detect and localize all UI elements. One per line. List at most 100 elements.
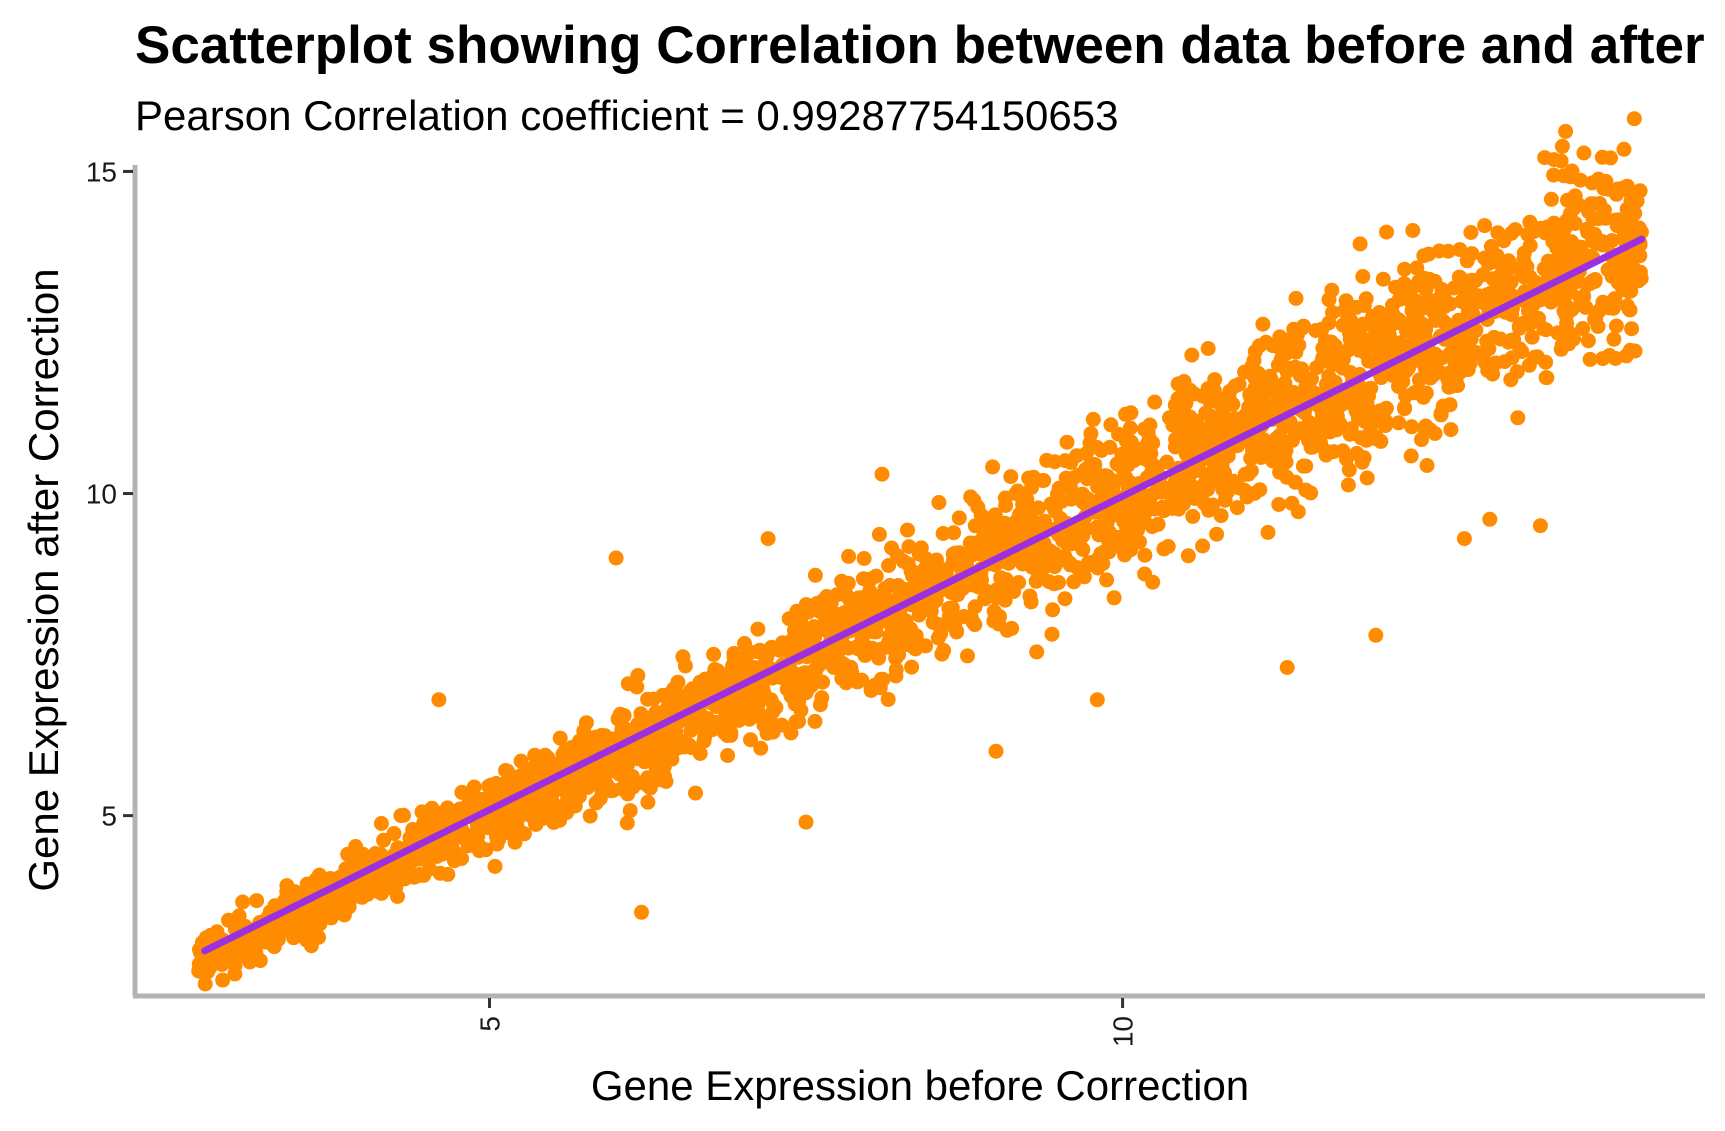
data-point: [1477, 218, 1493, 234]
data-point: [603, 783, 618, 799]
data-point: [1458, 356, 1474, 372]
data-point: [877, 581, 893, 597]
data-point: [1298, 370, 1314, 386]
data-point: [1036, 560, 1051, 576]
data-point: [765, 703, 781, 719]
data-point: [625, 779, 641, 795]
data-point: [1584, 273, 1600, 289]
data-point: [772, 642, 788, 658]
points-layer: [191, 111, 1649, 992]
data-point: [657, 768, 672, 784]
data-point: [1135, 503, 1151, 519]
data-point: [1406, 385, 1422, 401]
data-point: [881, 558, 897, 573]
data-point: [1391, 415, 1407, 431]
data-point: [826, 659, 842, 675]
data-point: [1003, 469, 1019, 485]
data-point: [727, 707, 743, 723]
data-point: [552, 730, 568, 746]
data-point: [471, 843, 487, 859]
data-point: [901, 539, 917, 555]
data-point: [1379, 224, 1394, 240]
data-point: [1503, 332, 1519, 348]
data-point: [440, 866, 456, 882]
data-point: [1507, 222, 1523, 238]
data-point: [1057, 591, 1073, 607]
data-point: [264, 936, 280, 952]
data-point: [1059, 553, 1075, 569]
data-point: [884, 540, 900, 556]
data-point: [1322, 424, 1338, 440]
data-point: [862, 583, 878, 599]
data-point: [318, 893, 334, 909]
data-point: [1215, 403, 1231, 419]
outlier-point: [760, 531, 776, 547]
y-tick-label: 10: [86, 479, 117, 510]
data-point: [1156, 503, 1172, 519]
data-point: [1388, 279, 1404, 295]
fit-layer: [201, 235, 1646, 955]
data-point: [904, 659, 920, 675]
data-point: [1578, 299, 1594, 315]
data-point: [1322, 375, 1338, 391]
data-point: [1136, 421, 1152, 437]
data-point: [1418, 385, 1434, 401]
data-point: [1298, 482, 1314, 498]
data-point: [1580, 333, 1596, 349]
data-point: [1468, 273, 1484, 289]
data-point: [1176, 374, 1192, 389]
data-point: [1444, 364, 1460, 380]
data-point: [1196, 495, 1212, 511]
data-point: [1288, 344, 1304, 360]
data-point: [1463, 225, 1479, 240]
data-point: [1335, 351, 1351, 367]
data-point: [823, 646, 839, 662]
data-point: [1094, 442, 1110, 458]
data-point: [614, 781, 630, 797]
data-point: [1207, 372, 1223, 388]
data-point: [1114, 460, 1130, 476]
data-point: [1262, 375, 1278, 391]
data-point: [487, 858, 503, 874]
data-point: [1517, 269, 1532, 285]
data-point: [759, 648, 775, 664]
data-point: [1178, 474, 1194, 489]
data-point: [311, 929, 326, 945]
data-point: [1325, 305, 1340, 321]
data-point: [1247, 344, 1263, 360]
data-point: [1541, 223, 1557, 239]
data-point: [1443, 422, 1459, 438]
data-point: [1203, 408, 1219, 424]
data-point: [1153, 484, 1169, 500]
outlier-point: [1482, 511, 1498, 527]
data-point: [1626, 111, 1642, 127]
outlier-point: [1532, 518, 1548, 534]
data-point: [481, 778, 497, 794]
data-point: [738, 648, 754, 664]
data-point: [1344, 392, 1360, 408]
data-point: [1576, 288, 1592, 304]
data-point: [1078, 462, 1093, 478]
data-point: [980, 511, 996, 527]
data-point: [1503, 372, 1519, 388]
data-point: [1361, 388, 1376, 404]
data-point: [951, 510, 967, 526]
data-point: [1591, 171, 1607, 187]
data-point: [1039, 452, 1055, 468]
data-point: [1271, 497, 1287, 512]
data-point: [814, 690, 830, 706]
data-point: [1242, 409, 1258, 424]
data-point: [1576, 145, 1592, 161]
data-point: [1538, 354, 1554, 370]
data-point: [548, 781, 564, 797]
data-point: [1180, 548, 1196, 564]
data-point: [1066, 470, 1082, 486]
data-point: [1352, 236, 1368, 252]
data-point: [1516, 252, 1532, 268]
data-point: [1159, 454, 1175, 470]
data-point: [1294, 320, 1310, 336]
data-point: [1209, 526, 1225, 542]
data-point: [249, 893, 265, 909]
data-point: [1405, 223, 1421, 238]
